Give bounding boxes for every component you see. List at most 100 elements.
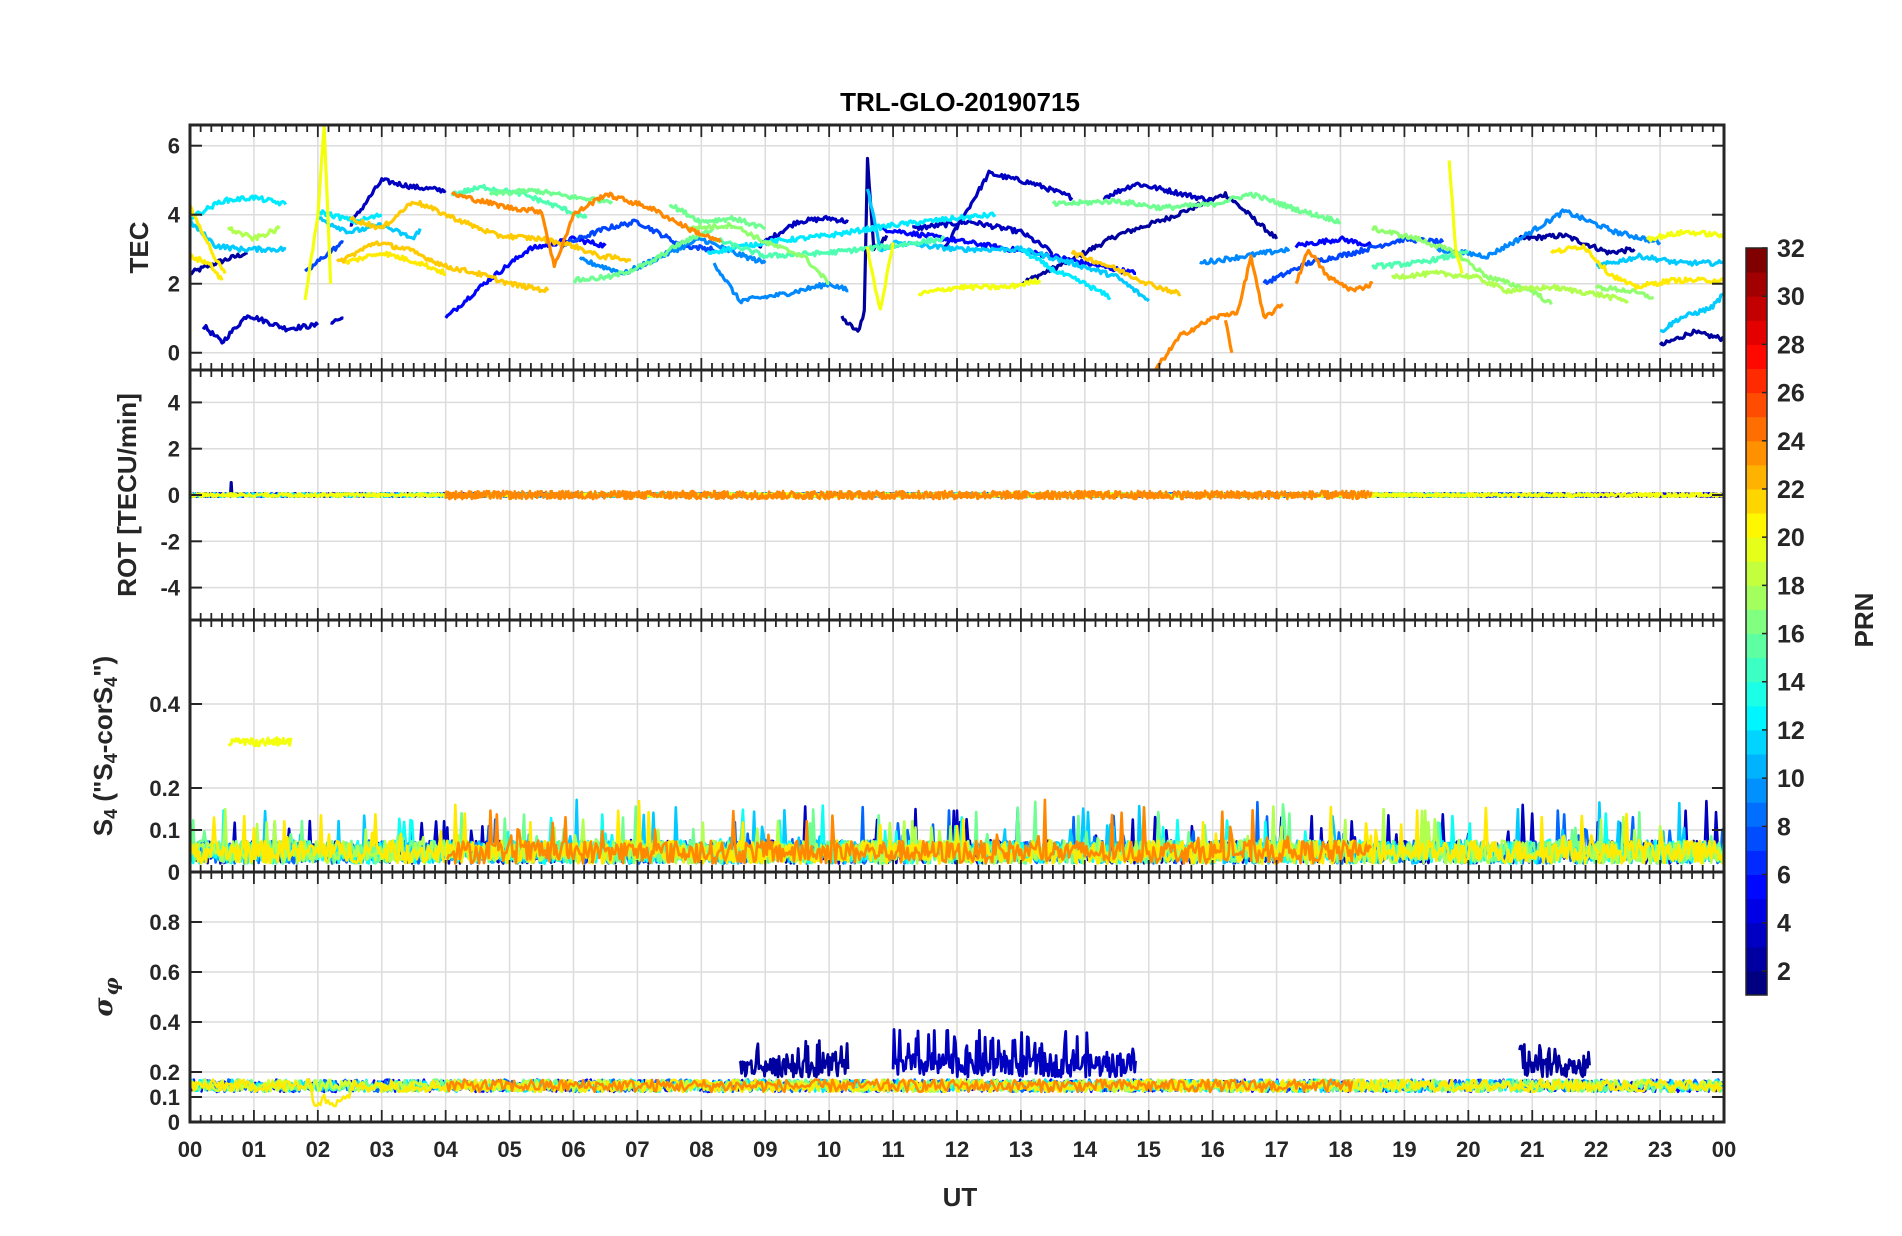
sigma-elevated-prn-2 bbox=[1518, 1043, 1591, 1079]
tec-line-prn-11 bbox=[1659, 292, 1724, 334]
tec-line-prn-22 bbox=[1070, 249, 1182, 297]
colorbar-swatch-prn-24 bbox=[1746, 440, 1767, 466]
colorbar-tick-label: 24 bbox=[1777, 428, 1805, 456]
tec-line-prn-22 bbox=[349, 199, 632, 263]
y-tick-label: 0.4 bbox=[149, 1010, 180, 1035]
x-tick-label: 00 bbox=[1712, 1137, 1736, 1162]
tec-line-prn-2 bbox=[1518, 232, 1636, 256]
tec-line-prn-5 bbox=[1294, 235, 1374, 249]
colorbar-swatch-prn-31 bbox=[1746, 272, 1767, 297]
panel-rot: -4 -2 0 2 4 ROT [TECU/min] bbox=[112, 368, 1726, 622]
panel-sigma: 00.10.2 0.4 0.6 0.8 σφ bbox=[89, 870, 1726, 1135]
y-tick-label: 4 bbox=[168, 390, 181, 415]
colorbar-label: PRN bbox=[1849, 593, 1879, 648]
y-tick-label: 6 bbox=[168, 134, 180, 159]
y-tick-label: 2 bbox=[168, 437, 180, 462]
tec-line-prn-11 bbox=[1595, 252, 1724, 269]
colorbar-swatch-prn-13 bbox=[1746, 705, 1767, 731]
tec-line-prn-3 bbox=[349, 177, 447, 227]
colorbar-frame bbox=[1745, 247, 1768, 996]
colorbar-swatch-prn-26 bbox=[1746, 392, 1767, 418]
tec-line-prn-20 bbox=[865, 242, 895, 311]
panel-tec: 0 2 4 6 TEC bbox=[124, 123, 1726, 372]
tec-line-prn-21 bbox=[190, 204, 227, 275]
tec-line-prn-20 bbox=[303, 125, 333, 301]
s4-line-prn-24 bbox=[446, 798, 1372, 865]
x-tick-label: 15 bbox=[1137, 1137, 1161, 1162]
colorbar-swatch-prn-10 bbox=[1746, 778, 1767, 803]
y-axis-label-s4: S4 ("S4-corS4") bbox=[88, 656, 121, 836]
y-tick-label: 0.4 bbox=[149, 692, 180, 717]
colorbar-tick-label: 32 bbox=[1777, 235, 1805, 263]
y-tick-label: 0 bbox=[168, 341, 180, 366]
tec-line-prn-9 bbox=[578, 236, 767, 276]
tec-line-prn-21 bbox=[1550, 243, 1724, 290]
y-tick-label: 0 bbox=[168, 1110, 180, 1135]
tec-line-prn-20 bbox=[1447, 160, 1464, 274]
colorbar-swatch-prn-12 bbox=[1746, 729, 1767, 755]
x-tick-label: 06 bbox=[561, 1137, 585, 1162]
y-tick-label: 0.1 bbox=[149, 818, 180, 843]
tec-line-prn-21 bbox=[343, 250, 447, 277]
x-tick-label: 16 bbox=[1200, 1137, 1224, 1162]
x-tick-label: 21 bbox=[1520, 1137, 1544, 1162]
tec-line-prn-3 bbox=[330, 316, 344, 325]
tec-line-prn-16 bbox=[668, 204, 766, 231]
series-sigma bbox=[190, 1028, 1724, 1108]
colorbar-swatch-prn-9 bbox=[1746, 802, 1767, 827]
tec-line-prn-3 bbox=[911, 219, 1054, 255]
y-tick-label: 0.6 bbox=[149, 960, 180, 985]
colorbar-swatch-prn-5 bbox=[1746, 898, 1767, 924]
colorbar-swatch-prn-2 bbox=[1746, 970, 1767, 996]
colorbar-tick-label: 12 bbox=[1777, 717, 1805, 745]
tec-line-prn-20 bbox=[917, 277, 1042, 297]
x-tick-label: 19 bbox=[1392, 1137, 1416, 1162]
x-tick-label: 03 bbox=[370, 1137, 394, 1162]
y-tick-label: 0.1 bbox=[149, 1085, 180, 1110]
x-tick-label: 07 bbox=[625, 1137, 649, 1162]
colorbar-tick-label: 18 bbox=[1777, 572, 1805, 600]
tec-line-prn-12 bbox=[1020, 248, 1112, 301]
colorbar-swatch-prn-3 bbox=[1746, 946, 1767, 972]
colorbar-swatch-prn-25 bbox=[1746, 416, 1767, 442]
colorbar-tick-label: 6 bbox=[1777, 862, 1791, 890]
x-tick-label: 05 bbox=[497, 1137, 521, 1162]
tec-line-prn-2 bbox=[190, 251, 248, 276]
tec-line-prn-3 bbox=[758, 214, 849, 249]
x-tick-label: 12 bbox=[945, 1137, 969, 1162]
colorbar-swatch-prn-21 bbox=[1746, 513, 1767, 538]
tec-line-prn-9 bbox=[1199, 246, 1291, 266]
x-tick-label: 10 bbox=[817, 1137, 841, 1162]
tec-line-prn-16 bbox=[1051, 191, 1342, 225]
panel-s4: 0 0.1 0.2 0.4 S4 ("S4-corS4") bbox=[88, 618, 1726, 885]
x-tick-label: 20 bbox=[1456, 1137, 1480, 1162]
tec-line-prn-3 bbox=[1102, 181, 1214, 204]
y-tick-label: -2 bbox=[160, 529, 180, 554]
tec-line-prn-24 bbox=[450, 191, 722, 269]
x-tick-label: 04 bbox=[433, 1137, 458, 1162]
tec-line-prn-9 bbox=[1435, 208, 1662, 260]
ticks-rot bbox=[189, 370, 1725, 620]
colorbar-tick-label: 28 bbox=[1777, 331, 1805, 359]
ticks-tec bbox=[189, 125, 1725, 370]
tec-line-prn-12 bbox=[190, 194, 288, 222]
colorbar-swatch-prn-11 bbox=[1746, 754, 1767, 779]
colorbar-swatch-prn-17 bbox=[1746, 609, 1767, 635]
sigma-line-prn-21 bbox=[190, 1078, 1723, 1108]
colorbar-swatch-prn-8 bbox=[1746, 826, 1767, 851]
x-tick-label: 08 bbox=[689, 1137, 713, 1162]
tec-line-prn-7 bbox=[559, 218, 716, 253]
y-axis-label-sigma: σφ bbox=[89, 977, 123, 1016]
rot-line-prn-24 bbox=[444, 489, 1373, 501]
tec-line-prn-3 bbox=[201, 314, 320, 345]
colorbar-swatch-prn-7 bbox=[1746, 850, 1767, 876]
y-tick-label: 0 bbox=[168, 860, 180, 885]
tec-line-prn-3 bbox=[943, 169, 1074, 249]
colorbar-swatch-prn-22 bbox=[1746, 488, 1767, 514]
tec-line-prn-16 bbox=[573, 226, 715, 284]
colorbar-tick-label: 30 bbox=[1777, 283, 1805, 311]
tec-line-prn-16 bbox=[488, 187, 614, 205]
tec-line-prn-11 bbox=[316, 216, 422, 241]
tec-line-prn-15 bbox=[1371, 249, 1470, 270]
y-axis-label-rot: ROT [TECU/min] bbox=[112, 393, 142, 597]
